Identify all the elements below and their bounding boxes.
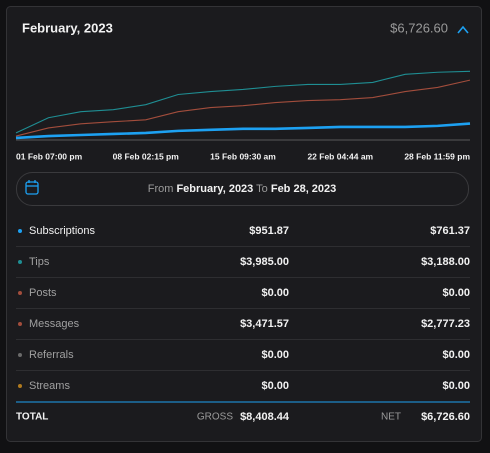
net-total: $6,726.60 [421,411,470,423]
x-tick-label: 15 Feb 09:30 am [210,151,276,161]
period-title: February, 2023 [22,20,113,35]
calendar-icon [25,180,39,195]
legend-dot [18,322,22,326]
gross-total: $8,408.44 [240,411,290,423]
legend-dot [18,353,22,357]
row-gross: $0.00 [261,349,289,361]
line-series [15,122,471,140]
row-net: $2,777.23 [421,318,470,330]
collapse-icon[interactable] [457,25,469,34]
from-label: From [148,183,174,195]
row-net: $0.00 [442,380,470,392]
period-total: $6,726.60 [390,20,448,35]
net-label: NET [381,412,401,423]
row-gross: $951.87 [249,225,289,237]
line-series [15,79,471,137]
legend-dot [18,229,22,233]
row-name: Posts [29,287,57,299]
row-name: Messages [29,318,80,330]
row-name: Tips [29,256,50,268]
total-label: TOTAL [16,412,48,423]
row-name: Streams [29,380,70,392]
gross-label: GROSS [197,412,233,423]
row-name: Subscriptions [29,225,96,237]
legend-dot [18,384,22,388]
row-net: $3,188.00 [421,256,470,268]
x-tick-label: 08 Feb 02:15 pm [113,151,180,161]
row-net: $0.00 [442,287,470,299]
chart: 01 Feb 07:00 pm 08 Feb 02:15 pm 15 Feb 09:… [15,70,471,161]
line-series [15,70,471,134]
row-gross: $3,471.57 [240,318,289,330]
row-gross: $3,985.00 [240,256,289,268]
legend-dot [18,260,22,264]
to-label: To [256,183,268,195]
to-date: Feb 28, 2023 [271,183,336,195]
card [6,6,482,442]
legend-dot [18,291,22,295]
from-date: February, 2023 [176,183,253,195]
date-range-text: From February, 2023 To Feb 28, 2023 [148,183,337,195]
x-tick-label: 01 Feb 07:00 pm [16,151,83,161]
x-tick-label: 22 Feb 04:44 am [307,151,373,161]
row-gross: $0.00 [261,380,289,392]
x-tick-label: 28 Feb 11:59 pm [404,151,470,161]
date-range[interactable] [16,172,469,206]
row-name: Referrals [29,349,74,361]
row-net: $0.00 [442,349,470,361]
earnings-table: Subscriptions $951.87 $761.37 Tips $3,985.00… [16,225,470,392]
row-gross: $0.00 [261,287,289,299]
row-net: $761.37 [430,225,470,237]
